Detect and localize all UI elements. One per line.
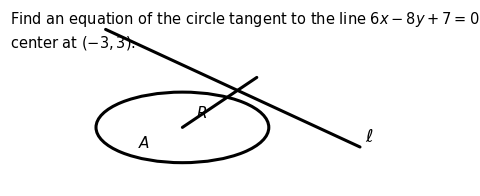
Text: Find an equation of the circle tangent to the line $6x - 8y + 7 = 0$ and with
ce: Find an equation of the circle tangent t… bbox=[10, 10, 480, 52]
Text: A: A bbox=[139, 136, 149, 151]
Text: R: R bbox=[196, 106, 207, 121]
Text: $\ell$: $\ell$ bbox=[365, 128, 373, 146]
